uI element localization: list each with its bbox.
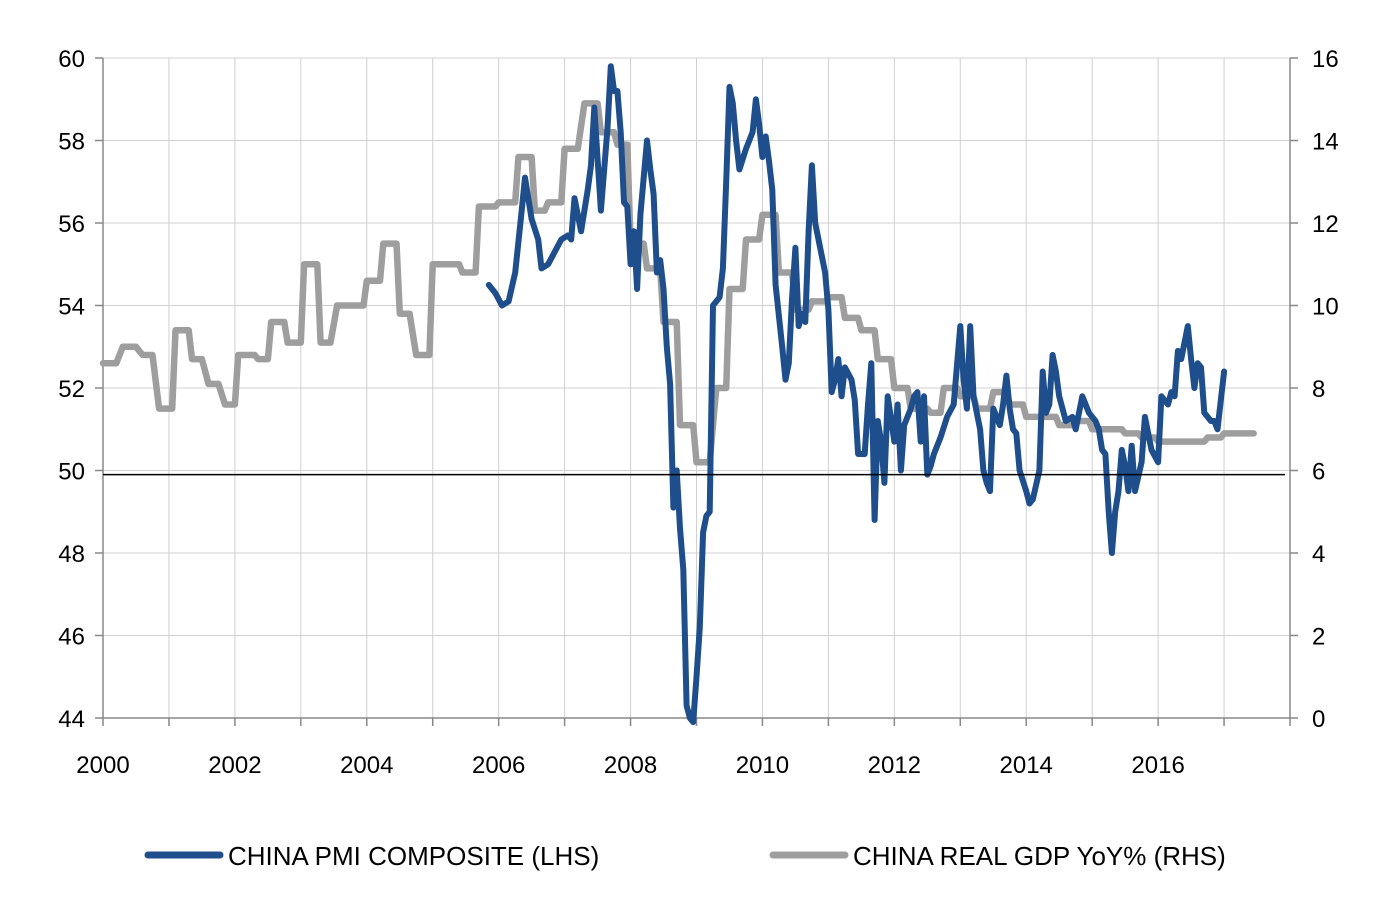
right-tick-label: 8 (1312, 376, 1325, 403)
legend-item-gdp-label: CHINA REAL GDP YoY% (RHS) (853, 841, 1226, 871)
x-tick-label: 2008 (604, 752, 657, 779)
pmi-composite-line (485, 63, 1228, 726)
right-tick-label: 2 (1312, 624, 1325, 651)
x-tick-label: 2012 (868, 752, 921, 779)
x-tick-label: 2016 (1131, 752, 1184, 779)
gridlines (103, 57, 1291, 718)
series-lines (99, 63, 1285, 726)
legend: CHINA PMI COMPOSITE (LHS) CHINA REAL GDP … (144, 841, 1226, 871)
x-tick-label: 2000 (76, 752, 129, 779)
left-tick-label: 44 (58, 706, 85, 733)
left-tick-label: 50 (58, 459, 85, 486)
real-gdp-line (99, 100, 1257, 466)
left-tick-label: 58 (58, 129, 85, 156)
right-tick-label: 14 (1312, 129, 1339, 156)
left-tick-label: 46 (58, 624, 85, 651)
right-tick-label: 10 (1312, 294, 1339, 321)
x-tick-label: 2014 (1000, 752, 1053, 779)
right-tick-label: 0 (1312, 706, 1325, 733)
right-tick-label: 6 (1312, 459, 1325, 486)
right-tick-label: 4 (1312, 541, 1325, 568)
x-tick-label: 2006 (472, 752, 525, 779)
left-tick-label: 48 (58, 541, 85, 568)
right-tick-label: 16 (1312, 46, 1339, 73)
x-tick-label: 2004 (340, 752, 393, 779)
left-tick-label: 54 (58, 294, 85, 321)
right-tick-label: 12 (1312, 211, 1339, 238)
left-tick-label: 60 (58, 46, 85, 73)
x-tick-label: 2002 (208, 752, 261, 779)
x-tick-label: 2010 (736, 752, 789, 779)
left-tick-label: 56 (58, 211, 85, 238)
left-tick-label: 52 (58, 376, 85, 403)
legend-item-pmi-label: CHINA PMI COMPOSITE (LHS) (228, 841, 599, 871)
